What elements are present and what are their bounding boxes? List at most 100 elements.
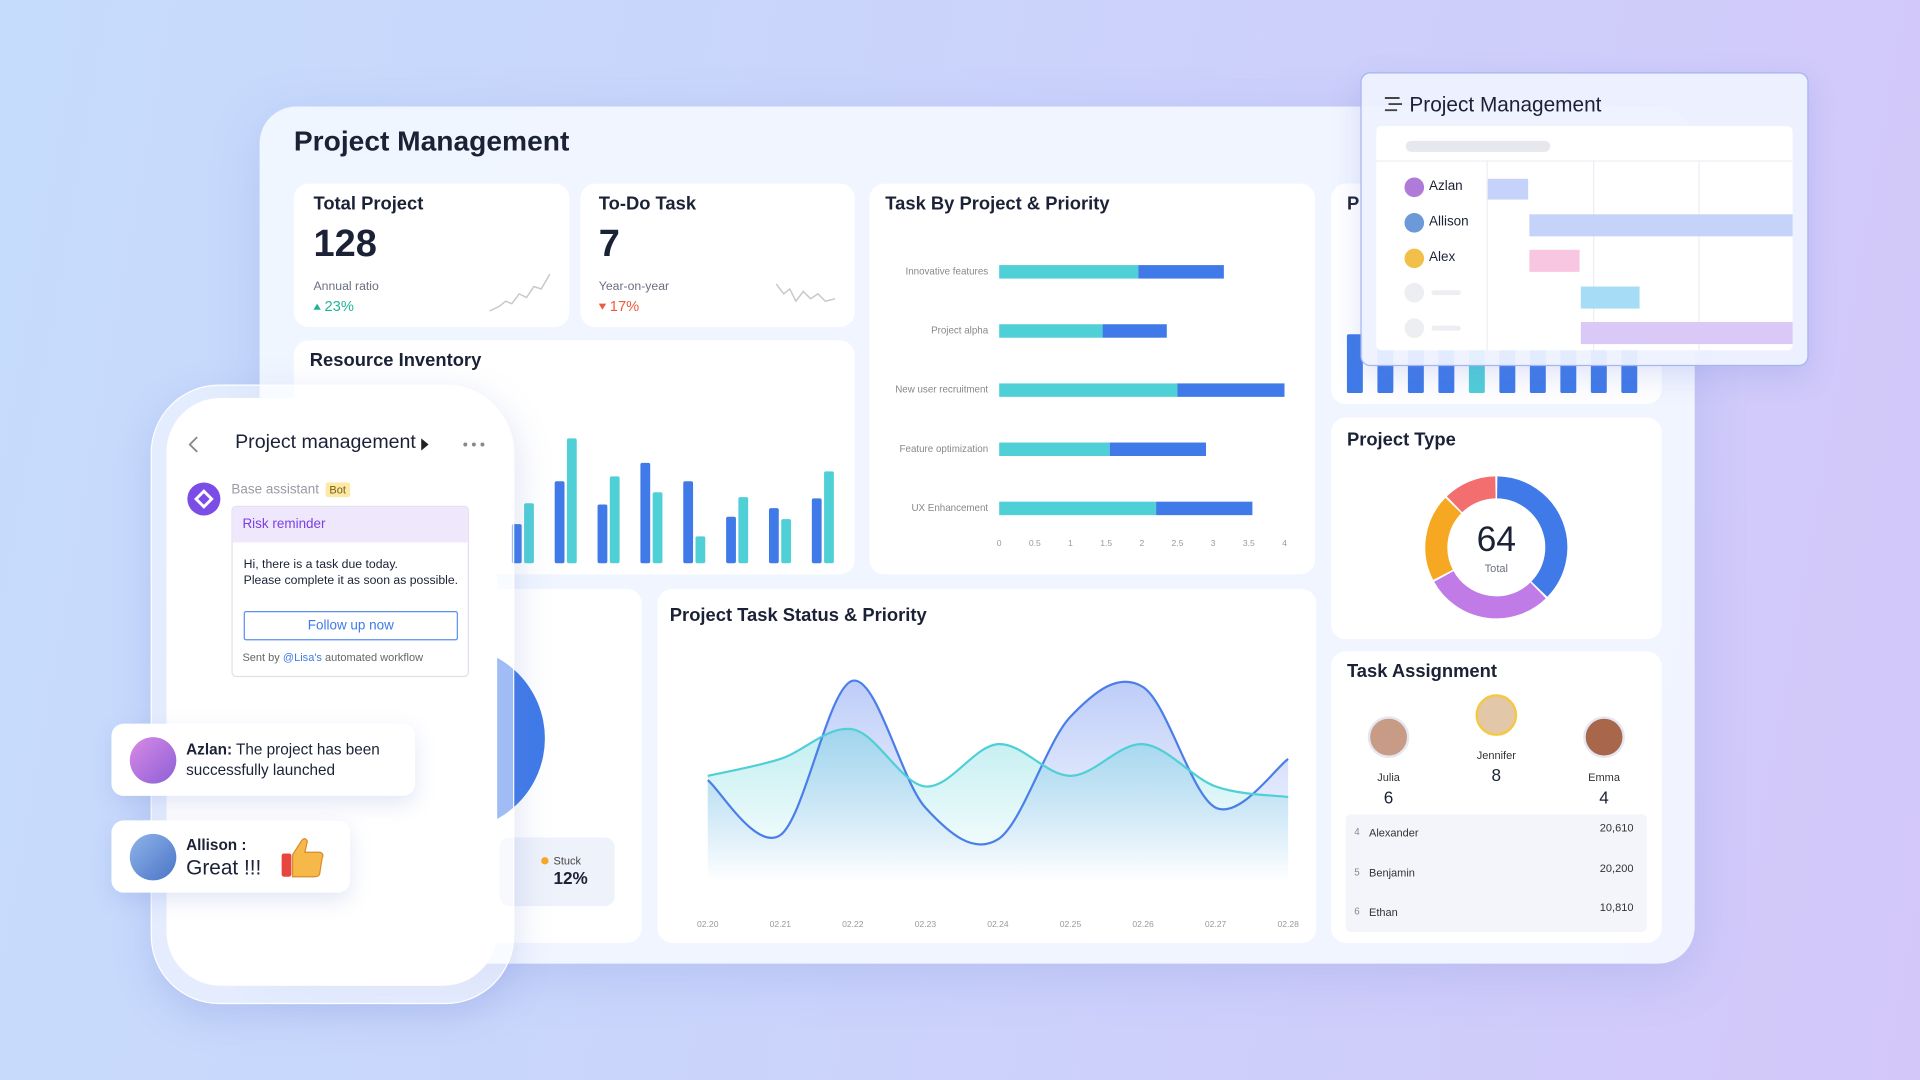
bar-segment	[1109, 442, 1207, 456]
kpi-change: 17%	[599, 298, 639, 315]
chart-title: Project Task Status & Priority	[669, 604, 927, 626]
avatar	[1404, 177, 1425, 198]
status-dot	[541, 857, 549, 865]
x-tick-label: 02.25	[1060, 919, 1082, 929]
donut-segment	[1434, 570, 1546, 619]
y-tick-label: Innovative features	[906, 266, 989, 277]
x-tick-label: 3.5	[1243, 538, 1255, 548]
bar-segment	[999, 324, 1103, 338]
donut-total: 64	[1476, 520, 1517, 560]
avatar	[129, 737, 177, 784]
gantt-divider	[1486, 160, 1488, 351]
bar-segment	[999, 501, 1157, 516]
row-name: Ethan	[1368, 906, 1398, 919]
back-button[interactable]	[186, 435, 201, 455]
row-rank: 6	[1354, 906, 1360, 918]
assignee-name: Julia	[1377, 771, 1400, 784]
x-tick-label: 02.23	[915, 919, 937, 929]
chart-title: P	[1346, 193, 1360, 215]
chart-title: Project Type	[1346, 429, 1456, 451]
avatar	[1475, 694, 1518, 736]
bot-avatar	[187, 482, 221, 516]
bar	[768, 508, 779, 564]
line	[707, 727, 1289, 799]
phone-screen: Project management Base assistant Bot Ri…	[166, 397, 498, 986]
card-footer: Sent by @Lisa's automated workflow	[242, 651, 423, 663]
more-button[interactable]	[462, 441, 486, 448]
assignee-name: Jennifer	[1476, 749, 1516, 762]
bar	[726, 516, 736, 564]
footer-mention[interactable]: @Lisa's	[282, 651, 322, 664]
message-line: Hi, there is a task due today.	[243, 558, 398, 572]
donut-segment	[1446, 476, 1497, 513]
bot-badge: Bot	[325, 482, 350, 498]
donut-segment	[1496, 476, 1568, 597]
bar-segment	[1102, 324, 1167, 338]
chat-text: Azlan: The project has been successfully…	[186, 740, 400, 782]
x-tick-label: 0.5	[1029, 538, 1041, 548]
gantt-name: Allison	[1428, 214, 1469, 229]
bar-segment	[1177, 383, 1285, 397]
bar	[566, 438, 577, 564]
assignee-count: 4	[1599, 787, 1609, 807]
bar	[811, 498, 822, 564]
gantt-name: Alex	[1428, 249, 1456, 265]
x-tick-label: 02.21	[770, 919, 792, 929]
bar	[738, 497, 749, 564]
sparkline	[489, 273, 551, 312]
gantt-name: Azlan	[1428, 178, 1463, 194]
bar	[695, 536, 706, 564]
avatar	[1404, 213, 1425, 233]
bar	[511, 524, 522, 564]
x-tick-label: 02.26	[1132, 919, 1154, 929]
avatar	[1404, 248, 1425, 269]
bar	[781, 519, 792, 564]
gantt-bar	[1529, 214, 1793, 237]
kpi-title: Total Project	[313, 193, 424, 215]
chart-title: Resource Inventory	[309, 350, 482, 372]
bar-segment	[1156, 501, 1253, 516]
card-header	[232, 506, 468, 543]
y-tick-label: Project alpha	[931, 326, 989, 337]
x-tick-label: 02.27	[1205, 919, 1227, 929]
gantt-divider	[1593, 160, 1595, 351]
bar	[824, 471, 834, 564]
chat-name: Allison :	[186, 836, 247, 854]
row-rank: 5	[1354, 866, 1360, 878]
area-fill	[707, 728, 1289, 882]
gantt-divider	[1376, 160, 1793, 162]
gantt-bar	[1580, 322, 1793, 345]
bar	[524, 503, 534, 564]
follow-up-button[interactable]: Follow up now	[243, 611, 458, 641]
avatar-placeholder	[1404, 318, 1425, 338]
status-box	[499, 837, 615, 907]
gantt-bar	[1529, 249, 1580, 272]
row-name: Alexander	[1368, 826, 1419, 839]
bar	[1346, 334, 1363, 394]
chat-message: The project has been successfully launch…	[186, 740, 380, 779]
chat-name: Azlan:	[186, 740, 233, 758]
bar-segment	[999, 265, 1139, 279]
bot-icon	[194, 489, 214, 509]
x-tick-label: 02.28	[1277, 919, 1299, 929]
chat-bubble: Allison : Great !!!	[111, 820, 351, 893]
chat-bubble: Azlan: The project has been successfully…	[111, 723, 416, 796]
bar	[652, 492, 663, 564]
avatar	[129, 833, 177, 881]
bar	[683, 481, 694, 564]
title-caret	[421, 438, 429, 451]
x-tick-label: 3	[1211, 538, 1216, 548]
x-tick-label: 1.5	[1100, 538, 1112, 548]
x-tick-label: 1	[1068, 538, 1073, 548]
x-tick-label: 02.22	[842, 919, 864, 929]
sender: Base assistant	[231, 482, 320, 498]
y-tick-label: New user recruitment	[895, 385, 988, 396]
gantt-bar	[1580, 286, 1640, 309]
page-title: Project Management	[293, 124, 570, 157]
bar	[597, 504, 608, 564]
assignee-count: 6	[1383, 787, 1394, 807]
bar-segment	[1138, 265, 1224, 279]
donut-total-label: Total	[1484, 562, 1508, 575]
message-card: Risk reminder Hi, there is a task due to…	[231, 505, 469, 678]
